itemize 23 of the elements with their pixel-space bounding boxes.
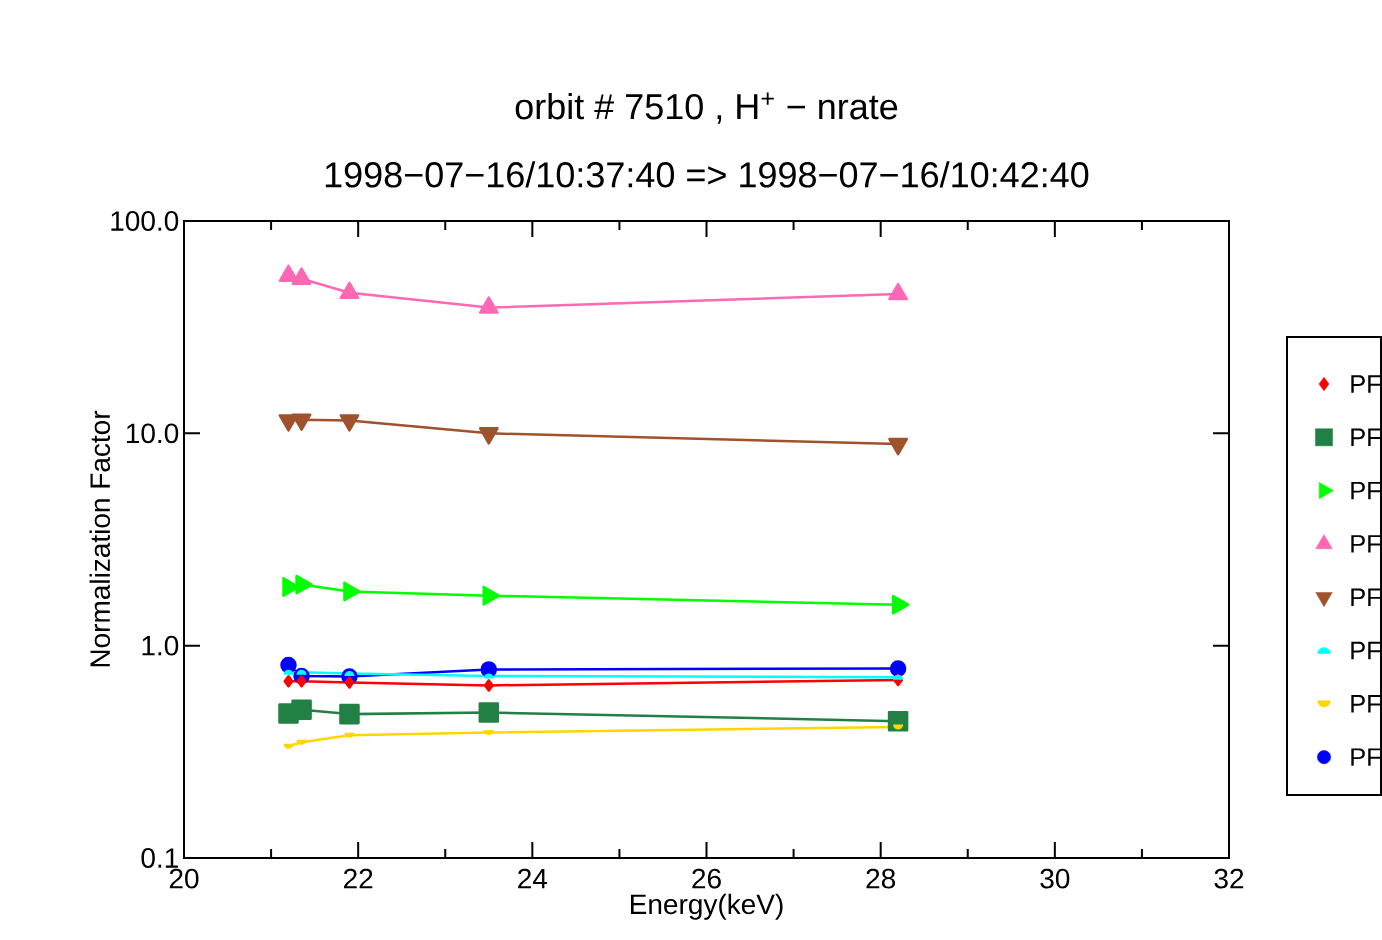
- x-axis-title: Energy(keV): [631, 893, 783, 920]
- legend-label: PF: [1351, 588, 1381, 606]
- legend-label: PF: [1351, 641, 1381, 660]
- y-tick-label: 1.0: [142, 635, 179, 656]
- y-tick-label: 100.0: [111, 211, 179, 231]
- y-axis-title: Normalization Factor: [89, 410, 111, 667]
- x-tick-label: 32: [1214, 868, 1244, 889]
- x-tick-label: 24: [518, 868, 548, 889]
- x-tick-label: 28: [866, 868, 896, 889]
- legend-label: PF: [1351, 375, 1381, 393]
- chart-title: orbit # 7510 , H$^{+}$ − nrate: [515, 92, 898, 124]
- x-tick-label: 26: [692, 868, 721, 889]
- legend-label: PF: [1351, 535, 1381, 553]
- legend-label: PF: [1351, 695, 1381, 713]
- y-tick-label: 10.0: [126, 423, 179, 444]
- chart-subtitle: 1998−07−16/10:37:40 => 1998−07−16/10:42:40: [325, 161, 1089, 188]
- y-tick-label: 0.1: [141, 848, 178, 868]
- x-tick-label: 22: [344, 868, 373, 889]
- legend-label: PF: [1351, 428, 1381, 447]
- x-tick-label: 30: [1040, 868, 1070, 889]
- x-tick-label: 20: [169, 868, 199, 889]
- legend-label: PF: [1351, 481, 1381, 500]
- legend-label: PF: [1351, 748, 1381, 766]
